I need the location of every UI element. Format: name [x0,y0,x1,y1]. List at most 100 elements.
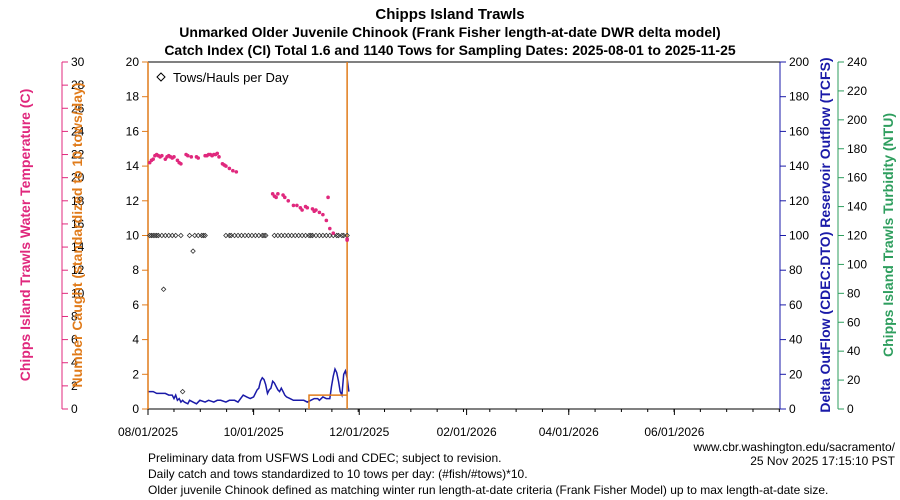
temperature-tick-label: 4 [71,356,78,370]
legend-label: Tows/Hauls per Day [173,70,289,85]
outflow-axis: 0 20 40 60 80 100 120 140 160 180 200 [779,55,809,416]
turbidity-tick-label: 240 [847,55,867,69]
temperature-tick-label: 10 [71,286,85,300]
temperature-point [224,164,228,168]
outflow-tick-label: 0 [789,402,796,416]
temperature-point [151,157,155,161]
temperature-point [172,155,176,159]
outflow-tick-label: 160 [789,124,809,138]
turbidity-tick-label: 120 [847,229,867,243]
turbidity-tick-label: 20 [847,373,861,387]
temperature-point [300,208,304,212]
tows-point [339,232,345,239]
temperature-tick-label: 12 [71,263,85,277]
temperature-point [160,153,164,158]
outflow-tick-label: 80 [789,263,803,277]
x-axis: 08/01/2025 10/01/2025 12/01/2025 02/01/2026… [118,409,780,439]
turbidity-tick-label: 60 [847,315,861,329]
tows-point [153,232,160,239]
temperature-point [324,218,329,223]
catch-tick-label: 14 [126,159,140,173]
catch-tick-label: 6 [132,298,139,312]
catch-axis-label: Number Caught (standardized to 10 tows/d… [69,83,85,388]
temperature-tick-label: 28 [71,78,85,92]
footer-timestamp: 25 Nov 2025 17:15:10 PST [750,454,895,468]
temperature-point [227,166,232,171]
outflow-tick-label: 200 [789,55,809,69]
turbidity-tick-label: 220 [847,84,867,98]
temperature-tick-label: 16 [71,217,85,231]
x-tick-label: 06/01/2026 [644,425,704,439]
chart-title-line-2: Unmarked Older Juvenile Chinook (Frank F… [179,24,720,40]
legend: Tows/Hauls per Day [156,70,289,85]
temperature-point [231,168,235,173]
temperature-point [326,195,330,200]
turbidity-tick-label: 200 [847,113,867,127]
outflow-tick-label: 60 [789,298,803,312]
turbidity-axis: 0 20 40 60 80 100 120 140 160 180 200 220 240 [837,55,867,416]
footer-note-3: Older juvenile Chinook defined as matchi… [148,483,828,497]
temperature-point [179,161,183,166]
catch-tick-label: 8 [132,263,139,277]
catch-line [308,394,348,409]
temperature-point [317,210,322,215]
catch-tick-label: 18 [126,90,140,104]
tows-point [307,232,314,239]
tows-point [172,232,179,239]
temperature-tick-label: 6 [71,333,78,347]
temperature-point [215,151,220,156]
catch-tick-label: 0 [132,402,139,416]
temperature-point [286,199,291,203]
outflow-tick-label: 40 [789,333,803,347]
tows-point [200,232,207,239]
turbidity-tick-label: 0 [847,402,854,416]
x-tick-label: 02/01/2026 [437,425,497,439]
temperature-tick-label: 2 [71,379,78,393]
footer-note-2: Daily catch and tows standardized to 10 … [148,467,528,481]
tows-point [202,232,208,239]
temperature-point [328,226,332,231]
temperature-point [291,203,296,208]
turbidity-tick-label: 100 [847,257,867,271]
tows-point [333,232,340,239]
turbidity-tick-label: 40 [847,344,861,358]
outflow-tick-label: 20 [789,367,803,381]
temperature-point [186,153,190,158]
temperature-point [276,192,280,196]
outflow-tick-label: 100 [789,229,809,243]
catch-tick-label: 12 [126,194,140,208]
tows-point [178,232,184,239]
catch-tick-label: 2 [132,367,139,381]
temperature-point [295,203,299,208]
turbidity-tick-label: 140 [847,200,867,214]
x-tick-label: 04/01/2026 [539,425,599,439]
temperature-tick-label: 0 [71,402,78,416]
temperature-tick-label: 22 [71,148,85,162]
temperature-point [331,231,336,235]
turbidity-tick-label: 160 [847,171,867,185]
temperature-point [189,155,194,159]
temperature-point [345,237,349,241]
tows-point [179,388,186,395]
tows-point [190,248,196,254]
x-tick-label: 10/01/2025 [224,425,284,439]
catch-tick-label: 20 [126,55,140,69]
temperature-point [321,212,325,217]
tows-point [261,232,267,239]
temperature-point [314,208,318,212]
temperature-tick-label: 20 [71,171,85,185]
tows-point [226,232,233,239]
turbidity-tick-label: 180 [847,142,867,156]
outflow-tick-label: 140 [789,159,809,173]
catch-tick-label: 4 [132,333,139,347]
tows-point [262,232,269,239]
footer-url: www.cbr.washington.edu/sacramento/ [693,440,896,454]
temperature-series [147,151,349,242]
temperature-tick-label: 18 [71,194,85,208]
outflow-line [148,366,350,405]
tows-series [146,232,350,395]
x-tick-label: 12/01/2025 [329,425,389,439]
